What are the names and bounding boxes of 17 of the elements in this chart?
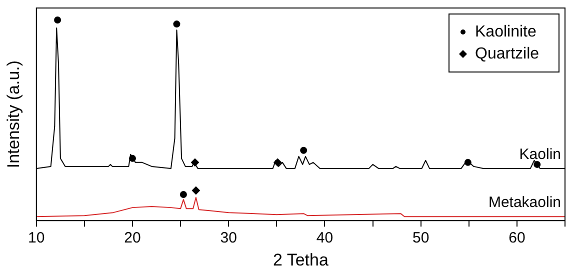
point <box>192 186 200 195</box>
series-label: Metakaolin <box>488 194 561 212</box>
point <box>180 191 187 198</box>
x-tick-label: 10 <box>28 230 45 247</box>
point <box>173 20 180 28</box>
x-tick-label: 30 <box>220 230 237 247</box>
x-tick-label: 40 <box>316 230 334 247</box>
series-label: Kaolin <box>519 146 561 164</box>
legend-label: Kaolinite <box>475 23 536 40</box>
point <box>300 146 308 154</box>
x-tick-label: 20 <box>124 230 141 247</box>
x-axis-title: 2 Tetha <box>272 250 329 270</box>
point <box>54 16 62 24</box>
x-tick-label: 60 <box>508 230 526 247</box>
legend-label: Quartzile <box>475 45 540 62</box>
x-tick-label: 50 <box>412 230 430 247</box>
y-axis-title: Intensity (a.u.) <box>4 60 23 168</box>
